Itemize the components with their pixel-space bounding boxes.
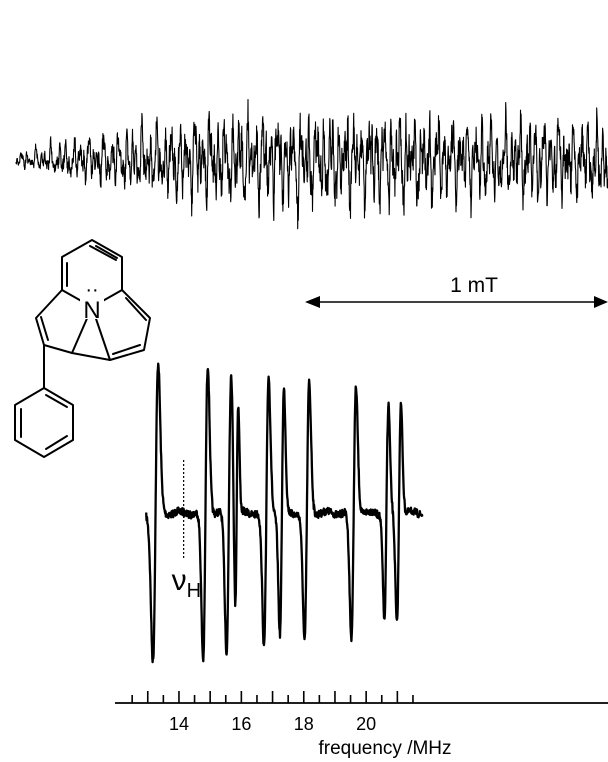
endor-panel: νH 14 16 18 20 frequency /MHz [115,362,608,759]
nitrogen-label: N [83,297,100,324]
epr-spectrum-trace [15,98,608,230]
radical-dots: ·· [85,279,98,301]
right-ring-double-bonds [112,297,147,355]
x-tick-labels: 14 16 18 20 [169,714,376,734]
pyridine-double-bond-2 [95,245,118,259]
scale-bar: 1 mT [305,274,608,308]
x-tick-label: 14 [169,714,189,734]
x-axis: 14 16 18 20 frequency /MHz [115,691,608,759]
phenyl-double-bonds [20,394,68,450]
scale-bar-arrow-right [594,296,608,308]
scale-bar-label: 1 mT [450,274,498,297]
nu-h-subscript: H [187,580,201,602]
epr-panel [15,98,608,230]
nitrogen-label-bg [80,297,104,319]
scale-bar-arrow-left [305,296,320,308]
x-tick-label: 18 [294,714,314,734]
x-axis-label: frequency /MHz [318,738,451,759]
nu-h-symbol: ν [172,564,187,597]
endor-spectrum-trace [145,362,424,664]
left-ring-double-bond [40,316,49,341]
phenyl-ring [14,387,74,458]
x-tick-label: 20 [356,714,376,734]
nu-h-label: νH [172,564,201,602]
molecule-structure [14,239,151,458]
x-tick-label: 16 [231,714,251,734]
bridge-bond [71,352,111,361]
right-pyrrole-ring [91,289,151,361]
x-ticks [131,691,414,703]
